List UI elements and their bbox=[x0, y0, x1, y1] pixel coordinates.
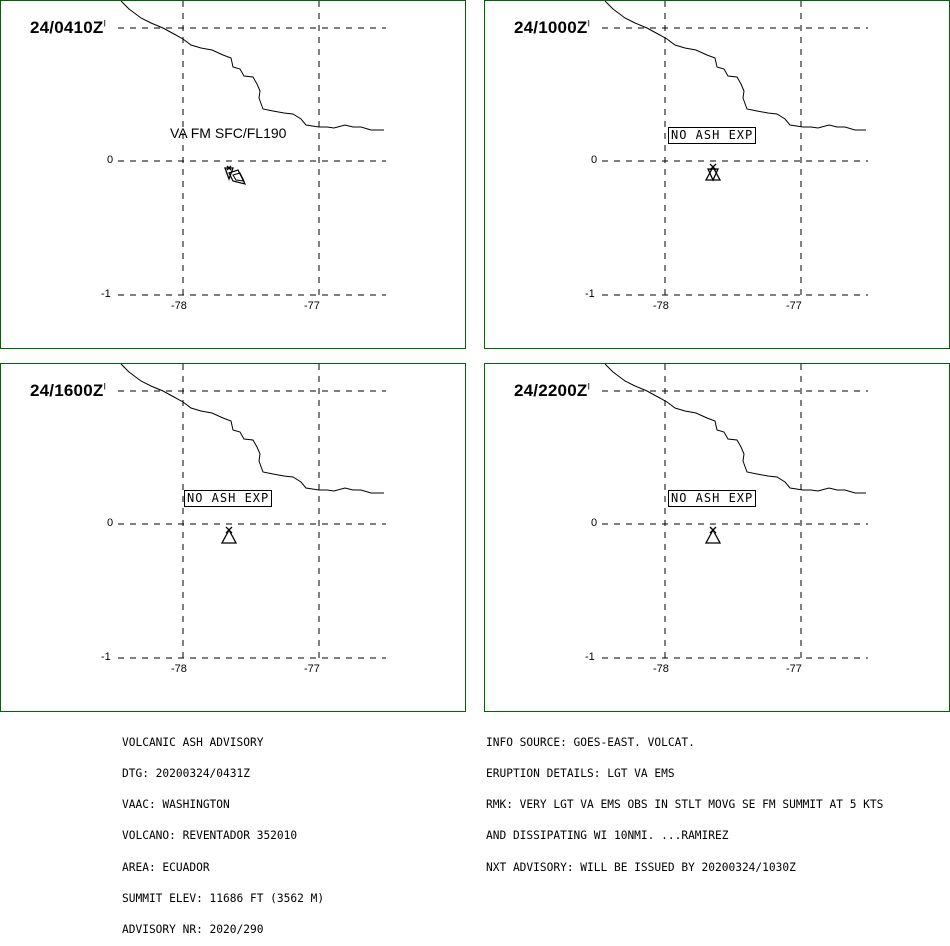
lat-label-0: 0 bbox=[107, 517, 114, 529]
lat-label-neg1: -1 bbox=[101, 288, 111, 300]
advisory-line: VAAC: WASHINGTON bbox=[122, 798, 230, 812]
volcano-triangle-icon bbox=[704, 526, 722, 544]
advisory-details-right: INFO SOURCE: GOES-EAST. VOLCAT. ERUPTION… bbox=[486, 717, 883, 883]
no-ash-box: NO ASH EXP bbox=[184, 490, 273, 507]
coastline bbox=[604, 1, 866, 131]
coastline bbox=[604, 364, 866, 494]
advisory-line: AREA: ECUADOR bbox=[122, 860, 210, 874]
advisory-line: RMK: VERY LGT VA EMS OBS IN STLT MOVG SE… bbox=[486, 798, 884, 812]
advisory-line: INFO SOURCE: GOES-EAST. VOLCAT. bbox=[486, 735, 695, 749]
coastline bbox=[120, 364, 384, 494]
forecast-time: 24/1000ZI bbox=[514, 18, 591, 37]
forecast-time: 24/0410ZI bbox=[30, 18, 107, 37]
lon-label-77: -77 bbox=[304, 300, 320, 312]
volcano-triangle-icon bbox=[220, 526, 238, 544]
advisory-line: DTG: 20200324/0431Z bbox=[122, 767, 250, 781]
map-svg bbox=[602, 364, 868, 660]
advisory-line: ADVISORY NR: 2020/290 bbox=[122, 923, 264, 937]
forecast-time: 24/1600ZI bbox=[30, 381, 107, 400]
coastline bbox=[120, 1, 384, 131]
no-ash-box: NO ASH EXP bbox=[668, 127, 757, 144]
volcano-triangle-icon bbox=[224, 165, 247, 185]
ash-label: VA FM SFC/FL190 bbox=[170, 125, 287, 141]
map-panel-3: 24/1600ZI 0 -1 -78 -77 NO ASH EXP bbox=[0, 363, 466, 712]
advisory-header-left: VOLCANIC ASH ADVISORY DTG: 20200324/0431… bbox=[122, 717, 324, 946]
lat-label-neg1: -1 bbox=[585, 651, 595, 663]
no-ash-box: NO ASH EXP bbox=[668, 490, 757, 507]
lat-label-neg1: -1 bbox=[101, 651, 111, 663]
advisory-line: VOLCANIC ASH ADVISORY bbox=[122, 735, 264, 749]
lat-label-0: 0 bbox=[591, 517, 598, 529]
lon-label-78: -78 bbox=[653, 663, 669, 675]
lat-label-0: 0 bbox=[107, 154, 114, 166]
map-svg bbox=[118, 1, 386, 297]
map-panel-1: 24/0410ZI 0 -1 -78 -77 VA FM SFC/FL190 bbox=[0, 0, 466, 349]
lat-label-0: 0 bbox=[591, 154, 598, 166]
forecast-time: 24/2200ZI bbox=[514, 381, 591, 400]
lat-label-neg1: -1 bbox=[585, 288, 595, 300]
lon-label-78: -78 bbox=[171, 300, 187, 312]
advisory-line: SUMMIT ELEV: 11686 FT (3562 M) bbox=[122, 891, 325, 905]
advisory-line: ERUPTION DETAILS: LGT VA EMS bbox=[486, 767, 675, 781]
lon-label-77: -77 bbox=[304, 663, 320, 675]
advisory-line: VOLCANO: REVENTADOR 352010 bbox=[122, 829, 298, 843]
map-svg bbox=[118, 364, 386, 660]
map-panel-2: 24/1000ZI 0 -1 -78 -77 NO ASH EXP bbox=[484, 0, 950, 349]
map-svg bbox=[602, 1, 868, 297]
lon-label-77: -77 bbox=[786, 300, 802, 312]
map-panel-4: 24/2200ZI 0 -1 -78 -77 NO ASH EXP bbox=[484, 363, 950, 712]
lon-label-78: -78 bbox=[171, 663, 187, 675]
advisory-line: NXT ADVISORY: WILL BE ISSUED BY 20200324… bbox=[486, 860, 796, 874]
lon-label-77: -77 bbox=[786, 663, 802, 675]
lon-label-78: -78 bbox=[653, 300, 669, 312]
volcano-triangle-icon bbox=[704, 163, 722, 182]
advisory-line: AND DISSIPATING WI 10NMI. ...RAMIREZ bbox=[486, 829, 729, 843]
